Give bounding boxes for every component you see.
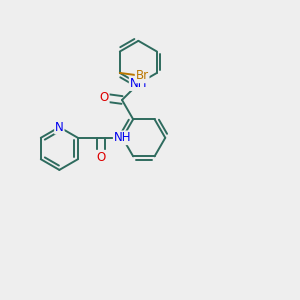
Text: O: O bbox=[100, 91, 109, 104]
Text: NH: NH bbox=[130, 77, 147, 90]
Text: N: N bbox=[55, 121, 64, 134]
Text: O: O bbox=[96, 151, 106, 164]
Text: Br: Br bbox=[136, 69, 149, 82]
Text: NH: NH bbox=[114, 131, 131, 144]
